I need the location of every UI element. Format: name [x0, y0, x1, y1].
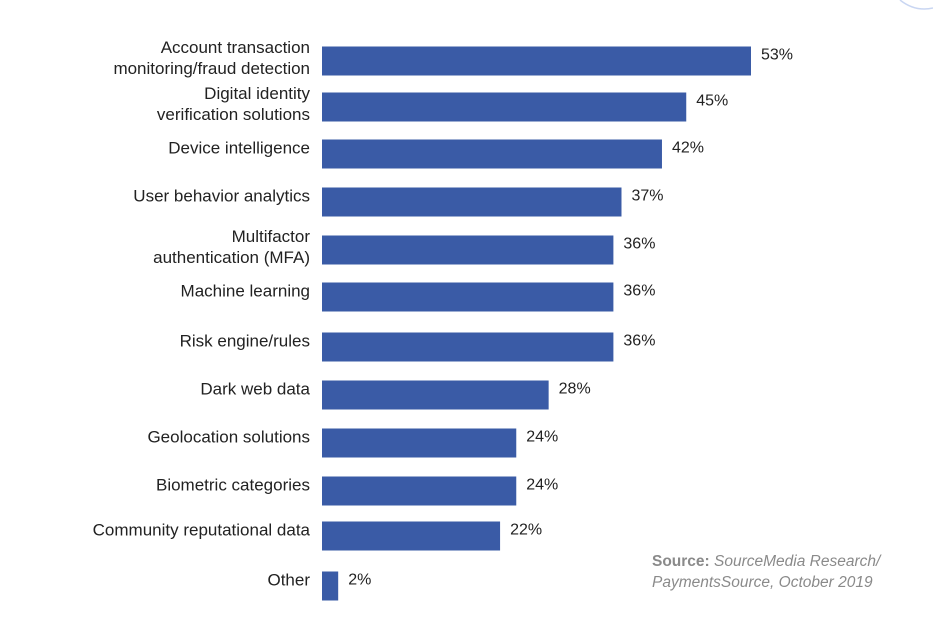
bar	[322, 46, 751, 76]
bar-value-label: 53%	[761, 47, 793, 64]
category-label: Digital identity	[204, 84, 310, 103]
category-label: Machine learning	[181, 282, 310, 301]
bar-value-label: 42%	[672, 140, 704, 157]
bar-value-label: 22%	[510, 522, 542, 539]
bar	[322, 380, 549, 410]
corner-arc-decoration	[899, 0, 933, 10]
bar	[322, 282, 614, 312]
category-label: verification solutions	[157, 105, 310, 124]
bar	[322, 332, 614, 362]
bar	[322, 521, 501, 551]
category-label: Account transaction	[161, 38, 310, 57]
category-label: Geolocation solutions	[147, 428, 310, 447]
bar-value-label: 2%	[348, 572, 371, 589]
bar	[322, 235, 614, 265]
bar	[322, 476, 517, 506]
bar-value-label: 36%	[623, 333, 655, 350]
bar	[322, 92, 687, 122]
source-text-line2: PaymentsSource, October 2019	[652, 574, 873, 591]
category-label: Multifactor	[232, 227, 311, 246]
bar-value-label: 36%	[623, 283, 655, 300]
source-prefix: Source:	[652, 553, 710, 570]
source-note: Source: SourceMedia Research/ PaymentsSo…	[652, 551, 880, 593]
bar-value-label: 24%	[526, 429, 558, 446]
category-label: Dark web data	[200, 380, 310, 399]
category-label: monitoring/fraud detection	[113, 59, 310, 78]
category-label: authentication (MFA)	[153, 248, 310, 267]
bar	[322, 571, 339, 601]
bar-value-label: 37%	[631, 188, 663, 205]
category-label: User behavior analytics	[133, 187, 310, 206]
bar	[322, 428, 517, 458]
category-label: Device intelligence	[168, 139, 310, 158]
category-label: Biometric categories	[156, 476, 310, 495]
source-text-line1: SourceMedia Research/	[714, 553, 881, 570]
bar-value-label: 28%	[559, 381, 591, 398]
bar	[322, 139, 662, 169]
category-label: Risk engine/rules	[180, 332, 310, 351]
category-label: Other	[267, 571, 310, 590]
bar-value-label: 45%	[696, 93, 728, 110]
bar-value-label: 36%	[623, 236, 655, 253]
category-label: Community reputational data	[93, 521, 311, 540]
bar-value-label: 24%	[526, 477, 558, 494]
bar	[322, 187, 622, 217]
